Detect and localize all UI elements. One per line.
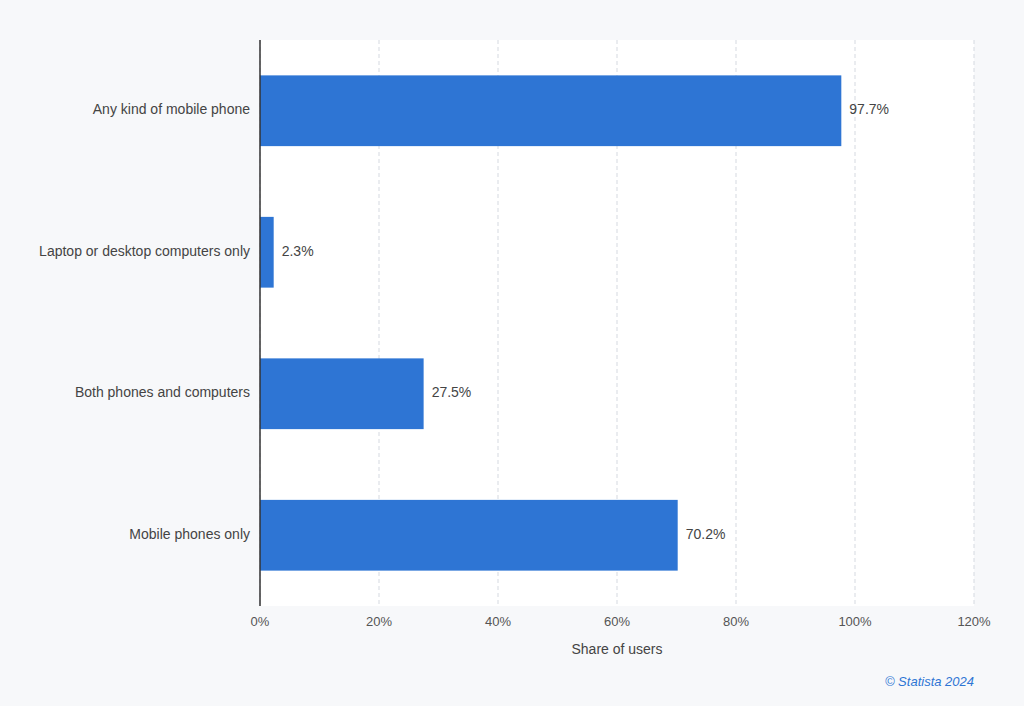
x-tick-label: 120%: [957, 614, 991, 629]
bar: [260, 358, 424, 429]
y-axis: Any kind of mobile phone Laptop or deskto…: [39, 101, 250, 542]
bar: [260, 500, 678, 571]
x-tick-label: 20%: [366, 614, 392, 629]
y-axis-line: [259, 40, 261, 606]
data-label: 70.2%: [686, 526, 726, 542]
category-label: Both phones and computers: [75, 384, 250, 400]
data-label: 97.7%: [849, 101, 889, 117]
x-tick-label: 80%: [723, 614, 749, 629]
bars: [260, 75, 841, 570]
chart-container: 0% 20% 40% 60% 80% 100% 120% Share of users Any …: [0, 0, 1024, 706]
chart-svg: 0% 20% 40% 60% 80% 100% 120% Share of users Any …: [0, 0, 1024, 706]
x-axis: 0% 20% 40% 60% 80% 100% 120%: [251, 40, 991, 629]
grid-line: [855, 40, 856, 606]
data-labels: 97.7% 2.3% 27.5% 70.2%: [282, 101, 889, 542]
data-label: 2.3%: [282, 243, 314, 259]
category-label: Mobile phones only: [129, 526, 250, 542]
x-tick-label: 40%: [485, 614, 511, 629]
bar: [260, 75, 841, 146]
x-tick-label: 60%: [604, 614, 630, 629]
grid-line: [974, 40, 975, 606]
plot-background: [260, 40, 974, 606]
x-tick-label: 100%: [838, 614, 872, 629]
annotation: © Statista 2024: [885, 674, 974, 689]
category-label: Laptop or desktop computers only: [39, 243, 250, 259]
data-label: 27.5%: [432, 384, 472, 400]
category-label: Any kind of mobile phone: [93, 101, 250, 117]
bar: [260, 217, 274, 288]
x-tick-label: 0%: [251, 614, 270, 629]
grid-line: [260, 40, 261, 606]
x-axis-label: Share of users: [571, 641, 662, 657]
